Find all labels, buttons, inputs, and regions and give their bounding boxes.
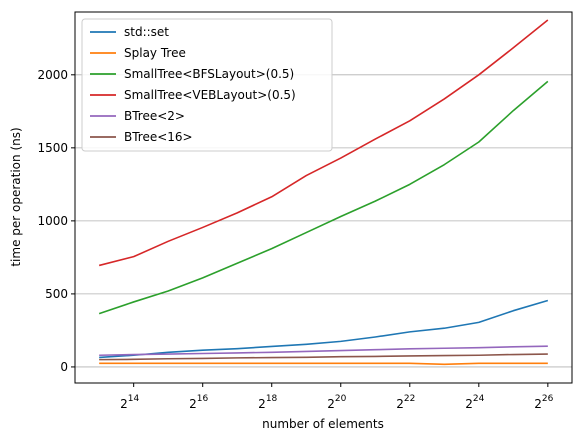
x-axis-label: number of elements [262, 417, 384, 431]
y-tick-label: 1500 [37, 141, 68, 155]
legend-label: Splay Tree [124, 46, 186, 60]
series-line-5 [99, 353, 548, 361]
x-tick-label: 222 [396, 394, 415, 411]
x-tick-label: 226 [534, 394, 553, 411]
series-line-2 [98, 80, 549, 315]
y-tick-label: 1000 [37, 214, 68, 228]
y-tick-label: 500 [45, 287, 68, 301]
legend-label: BTree<16> [124, 130, 193, 144]
series-group [98, 19, 549, 366]
legend-label: SmallTree<BFSLayout>(0.5) [124, 67, 294, 81]
y-tick-label: 0 [60, 360, 68, 374]
legend-label: BTree<2> [124, 109, 185, 123]
x-tick-label: 224 [465, 394, 484, 411]
x-tick-label: 216 [189, 394, 208, 411]
y-tick-label: 2000 [37, 68, 68, 82]
series-line-4 [99, 345, 548, 357]
x-tick-label: 218 [258, 394, 277, 411]
plot-frame [74, 11, 573, 384]
legend-box [81, 18, 333, 152]
x-tick-label: 220 [327, 394, 346, 411]
series-line-0 [99, 299, 549, 359]
series-line-3 [98, 19, 549, 267]
x-tick-label: 214 [120, 394, 139, 411]
x-axis: 214 216 218 220 222 224 226 [120, 383, 554, 411]
series-line-1 [99, 362, 548, 366]
legend-label: std::set [124, 25, 169, 39]
y-axis-label: time per operation (ns) [9, 127, 23, 266]
y-axis: 0 500 1000 1500 2000 [37, 68, 75, 374]
legend-label: SmallTree<VEBLayout>(0.5) [124, 88, 296, 102]
